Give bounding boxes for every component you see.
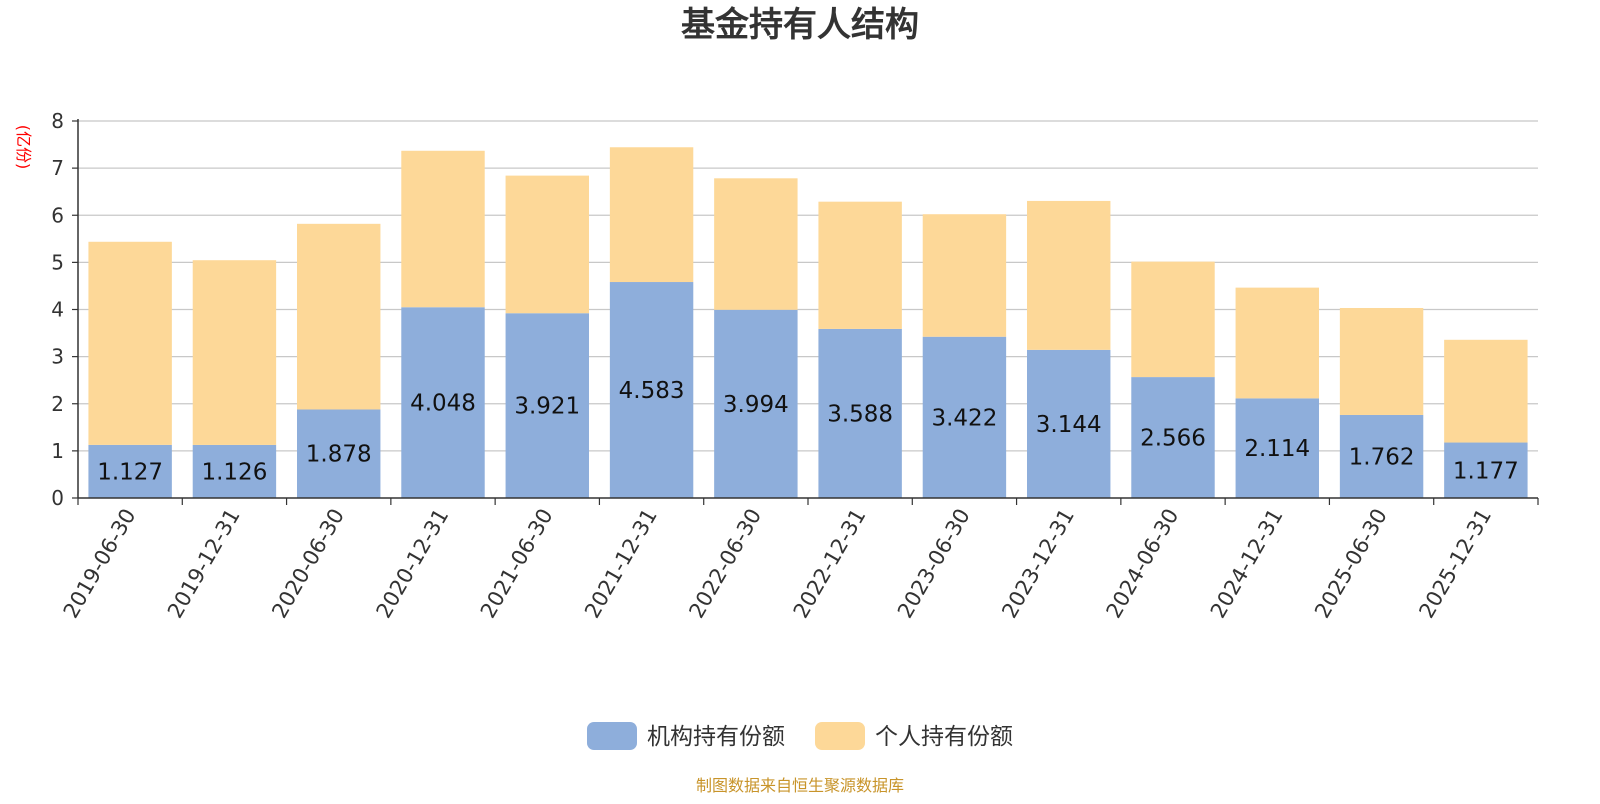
- bar-value-label: 1.177: [1453, 458, 1519, 484]
- y-tick-label: 8: [51, 109, 64, 133]
- x-tick-label: 2025-12-31: [1414, 505, 1496, 623]
- x-tick-label: 2023-12-31: [997, 505, 1079, 623]
- legend-item[interactable]: 机构持有份额: [587, 722, 785, 750]
- bar-institutional[interactable]: [88, 444, 172, 498]
- bar-individual[interactable]: [818, 201, 902, 329]
- bar-individual[interactable]: [505, 175, 589, 314]
- legend-label: 机构持有份额: [647, 724, 785, 750]
- bar-institutional[interactable]: [1339, 414, 1424, 498]
- bar-individual[interactable]: [1131, 261, 1215, 378]
- bar-institutional[interactable]: [1131, 377, 1215, 498]
- bar-individual[interactable]: [192, 260, 277, 445]
- x-tick-label: 2024-06-30: [1102, 505, 1184, 623]
- y-tick-label: 1: [51, 439, 64, 463]
- bar-value-label: 2.114: [1244, 436, 1310, 462]
- legend-swatch: [815, 722, 865, 750]
- x-tick-label: 2021-12-31: [580, 505, 662, 623]
- x-tick-label: 2022-06-30: [684, 505, 766, 623]
- bar-institutional[interactable]: [297, 409, 381, 498]
- x-tick-label: 2022-12-31: [789, 505, 871, 623]
- bar-individual[interactable]: [1444, 339, 1528, 443]
- x-tick-label: 2019-06-30: [59, 505, 141, 623]
- bar-individual[interactable]: [401, 150, 485, 308]
- bar-value-label: 3.994: [723, 392, 789, 418]
- x-tick-label: 2020-06-30: [267, 505, 349, 623]
- bar-value-label: 2.566: [1140, 426, 1206, 452]
- bar-value-label: 3.588: [827, 401, 893, 427]
- y-tick-label: 2: [51, 392, 64, 416]
- y-tick-label: 7: [51, 156, 64, 180]
- bar-value-label: 1.878: [306, 442, 372, 468]
- bar-value-label: 1.762: [1349, 444, 1415, 470]
- y-axis-unit-label: (亿份): [14, 125, 33, 170]
- bar-individual[interactable]: [1235, 287, 1319, 399]
- y-tick-label: 3: [51, 345, 64, 369]
- bar-value-label: 3.422: [931, 405, 997, 431]
- legend-swatch: [587, 722, 637, 750]
- bar-value-label: 3.921: [514, 394, 580, 420]
- x-tick-label: 2024-12-31: [1206, 505, 1288, 623]
- bar-individual[interactable]: [88, 241, 172, 445]
- bar-individual[interactable]: [609, 147, 694, 283]
- bars: [88, 147, 1528, 498]
- x-tick-label: 2025-06-30: [1310, 505, 1392, 623]
- x-tick-label: 2019-12-31: [163, 505, 245, 623]
- y-tick-label: 0: [51, 486, 64, 510]
- bar-institutional[interactable]: [1027, 349, 1111, 498]
- legend-label: 个人持有份额: [875, 724, 1013, 750]
- bar-value-label: 3.144: [1036, 412, 1102, 438]
- x-tick-label: 2020-12-31: [372, 505, 454, 623]
- x-tick-label: 2021-06-30: [476, 505, 558, 623]
- source-note: 制图数据来自恒生聚源数据库: [696, 776, 904, 795]
- legend-item[interactable]: 个人持有份额: [815, 722, 1013, 750]
- bar-institutional[interactable]: [714, 309, 798, 498]
- bar-individual[interactable]: [1027, 200, 1111, 350]
- bar-institutional[interactable]: [1235, 398, 1319, 498]
- bar-value-label: 1.127: [97, 459, 163, 485]
- y-tick-label: 6: [51, 203, 64, 227]
- x-tick-label: 2023-06-30: [893, 505, 975, 623]
- bar-institutional[interactable]: [609, 282, 694, 498]
- bar-institutional[interactable]: [818, 328, 902, 498]
- y-tick-label: 4: [51, 298, 64, 322]
- bar-individual[interactable]: [922, 214, 1007, 337]
- bar-individual[interactable]: [714, 178, 798, 310]
- data-labels: 1.127 1.126 1.878 4.048 3.921 4.583 3.994 3.588…: [97, 378, 1519, 485]
- bar-institutional[interactable]: [1444, 442, 1528, 498]
- y-tick-label: 5: [51, 250, 64, 274]
- bar-institutional[interactable]: [922, 336, 1007, 498]
- bar-value-label: 1.126: [201, 459, 267, 485]
- bar-value-label: 4.048: [410, 391, 476, 417]
- chart-title: 基金持有人结构: [681, 5, 919, 45]
- bar-institutional[interactable]: [401, 307, 485, 498]
- bar-value-label: 4.583: [619, 378, 685, 404]
- bar-institutional[interactable]: [192, 444, 277, 498]
- bar-individual[interactable]: [1339, 307, 1424, 415]
- bar-institutional[interactable]: [505, 313, 589, 498]
- legend[interactable]: 机构持有份额 个人持有份额: [587, 722, 1013, 750]
- bar-individual[interactable]: [297, 223, 381, 410]
